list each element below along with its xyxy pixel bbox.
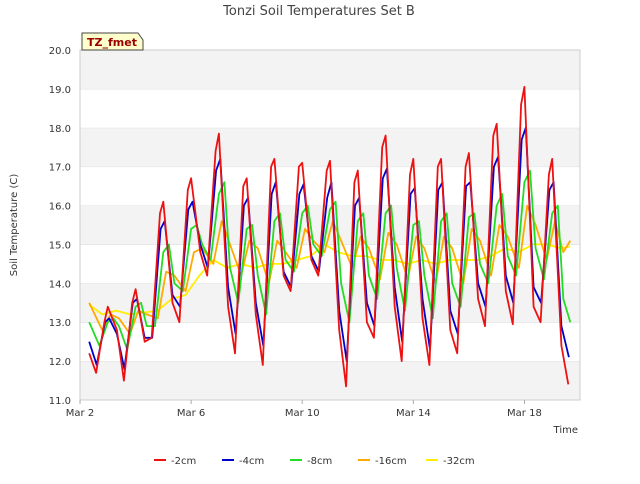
x-axis-ticks: Mar 2 Mar 6 Mar 10 Mar 14 Mar 18 (66, 400, 542, 419)
y-axis-label: Soil Temperature (C) (9, 174, 20, 277)
grid-band (80, 322, 580, 362)
series-line-minus-2cm (88, 86, 570, 388)
grid-band (80, 88, 580, 128)
y-tick-label: 19.0 (49, 85, 71, 96)
y-tick-label: 16.0 (49, 202, 71, 213)
series-lines (88, 86, 572, 388)
legend-label: -2cm (171, 456, 196, 467)
legend-label: -16cm (375, 456, 407, 467)
series-line-minus-32cm (88, 243, 571, 316)
y-tick-label: 20.0 (49, 46, 71, 57)
x-tick-label: Mar 18 (507, 408, 542, 419)
y-tick-label: 11.0 (49, 396, 71, 407)
y-axis-ticks: 11.0 12.0 13.0 14.0 15.0 16.0 17.0 18.0 19.0 20.0 (49, 46, 71, 407)
legend-label: -32cm (443, 456, 475, 467)
legend-label: -4cm (239, 456, 264, 467)
legend: -2cm -4cm -8cm -16cm -32cm (154, 456, 475, 467)
x-tick-label: Mar 6 (177, 408, 205, 419)
x-tick-label: Mar 2 (66, 408, 94, 419)
x-tick-label: Mar 10 (285, 408, 320, 419)
y-tick-label: 13.0 (49, 318, 71, 329)
grid-band (80, 50, 580, 89)
badge: TZ_fmet (81, 32, 144, 51)
y-tick-label: 18.0 (49, 124, 71, 135)
chart-title: Tonzi Soil Temperatures Set B (222, 4, 415, 19)
legend-label: -8cm (307, 456, 332, 467)
x-axis-label: Time (553, 425, 578, 436)
y-tick-label: 14.0 (49, 279, 71, 290)
y-tick-label: 12.0 (49, 357, 71, 368)
plot-frame (79, 49, 581, 401)
grid-band (80, 361, 580, 400)
y-tick-label: 17.0 (49, 163, 71, 174)
badge-label: TZ_fmet (87, 36, 137, 49)
x-tick-label: Mar 14 (396, 408, 431, 419)
y-tick-label: 15.0 (49, 240, 71, 251)
